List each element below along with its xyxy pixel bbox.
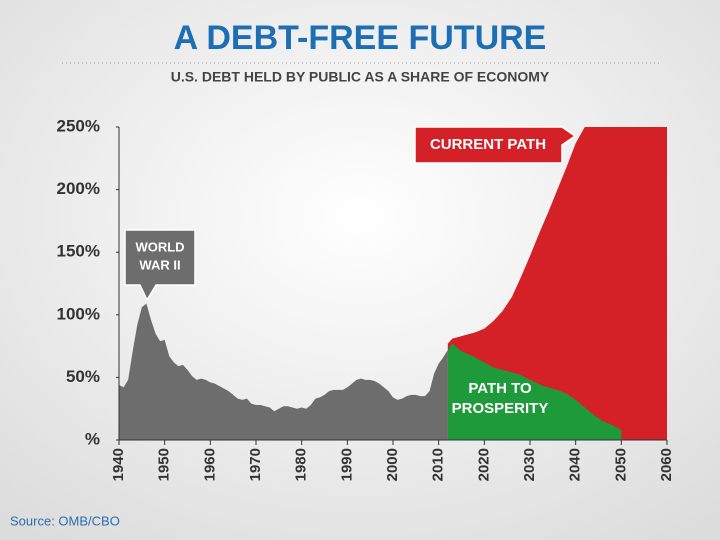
x-tick-label: 1940 <box>110 448 127 481</box>
x-tick-label: 1980 <box>293 448 310 481</box>
x-tick-label: 1970 <box>247 448 264 481</box>
x-tick-label: 1960 <box>201 448 218 481</box>
callout <box>414 126 577 164</box>
source: Source: OMB/CBO <box>10 513 120 528</box>
x-tick-label: 2030 <box>521 448 538 481</box>
area <box>447 343 622 440</box>
y-tick-label: % <box>85 429 100 448</box>
y-tick-label: 100% <box>57 304 100 323</box>
annotation-text: PROSPERITY <box>452 400 549 417</box>
chart-subtitle: U.S. DEBT HELD BY PUBLIC AS A SHARE OF E… <box>171 69 550 85</box>
x-tick-label: 2050 <box>612 448 629 481</box>
annotation-text: WAR II <box>139 257 180 272</box>
x-tick-label: 2020 <box>475 448 492 481</box>
x-tick-label: 2000 <box>384 448 401 481</box>
y-tick-label: 250% <box>57 116 100 135</box>
y-tick-label: 50% <box>66 367 100 386</box>
area <box>119 303 448 440</box>
annotation-text: WORLD <box>135 239 184 254</box>
chart-title: A DEBT-FREE FUTURE <box>174 19 547 57</box>
x-tick-label: 1950 <box>156 448 173 481</box>
callout <box>124 229 196 302</box>
x-tick-label: 2060 <box>658 448 675 481</box>
annotation-text: PATH TO <box>468 380 532 397</box>
x-tick-label: 1990 <box>338 448 355 481</box>
y-tick-label: 150% <box>57 242 100 261</box>
x-tick-label: 2010 <box>430 448 447 481</box>
annotation-text: CURRENT PATH <box>430 136 546 153</box>
y-tick-label: 200% <box>57 179 100 198</box>
area <box>447 127 667 440</box>
x-tick-label: 2040 <box>567 448 584 481</box>
